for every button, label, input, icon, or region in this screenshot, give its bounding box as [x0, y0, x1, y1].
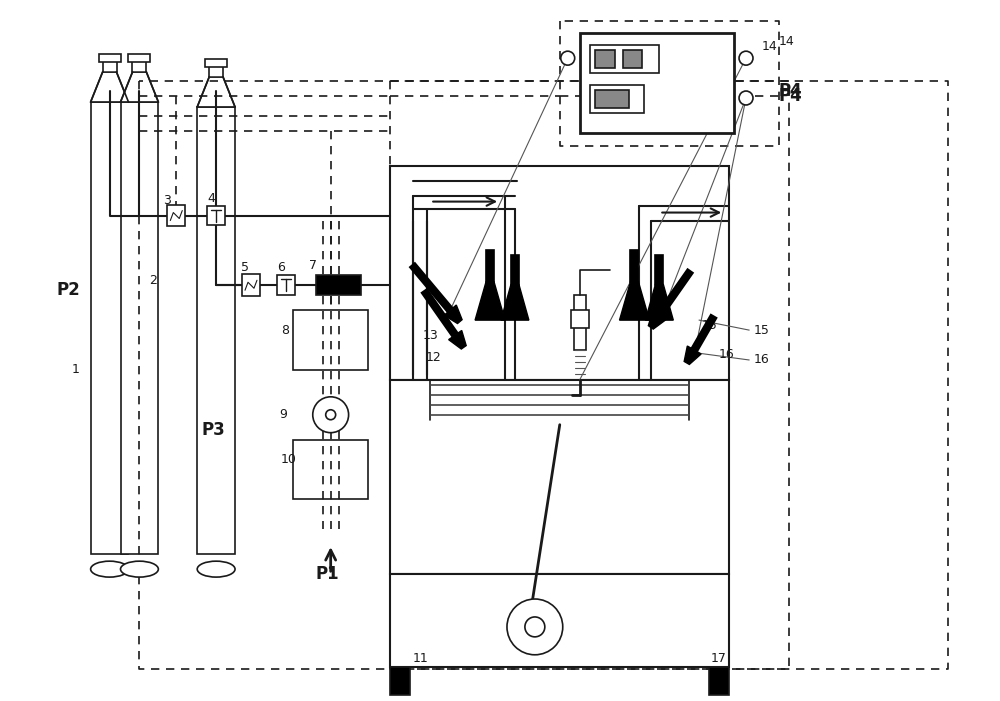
Bar [709, 667, 729, 695]
Bar [580, 33, 734, 133]
Circle shape [739, 51, 753, 65]
Circle shape [326, 410, 336, 420]
Circle shape [525, 617, 545, 637]
Bar [571, 310, 589, 328]
Bar [630, 250, 638, 282]
Bar [574, 295, 586, 350]
Polygon shape [501, 285, 529, 320]
Bar [128, 54, 150, 62]
Bar [316, 275, 361, 295]
Bar [205, 59, 227, 67]
Text: 15: 15 [701, 318, 717, 332]
Bar [595, 50, 615, 68]
Text: 3: 3 [163, 194, 171, 207]
Text: 13: 13 [422, 329, 438, 341]
Polygon shape [449, 330, 466, 349]
Ellipse shape [91, 562, 128, 577]
Bar [590, 46, 659, 73]
Polygon shape [444, 305, 462, 324]
Bar [91, 102, 128, 554]
Text: P1: P1 [316, 565, 339, 583]
Text: 11: 11 [412, 652, 428, 665]
Bar [242, 274, 260, 297]
Text: 15: 15 [754, 324, 770, 336]
Bar [197, 107, 235, 554]
Bar [390, 380, 729, 574]
Bar [390, 667, 410, 695]
Bar [121, 102, 158, 554]
Text: 6: 6 [277, 261, 285, 274]
Text: 8: 8 [281, 324, 289, 336]
Circle shape [507, 599, 563, 655]
Polygon shape [620, 282, 649, 320]
Text: 16: 16 [754, 353, 770, 367]
Circle shape [313, 397, 349, 433]
Bar [390, 165, 729, 380]
Bar [623, 50, 642, 68]
Polygon shape [121, 72, 158, 102]
Text: 16: 16 [719, 348, 735, 362]
Bar [207, 205, 225, 226]
Polygon shape [645, 285, 673, 320]
Text: P2: P2 [57, 281, 81, 299]
Text: P3: P3 [201, 421, 225, 439]
Text: 5: 5 [241, 261, 249, 274]
Circle shape [561, 51, 575, 65]
Bar [293, 310, 368, 370]
Polygon shape [684, 346, 701, 365]
Bar [277, 275, 295, 295]
Text: 2: 2 [149, 274, 157, 287]
Bar [486, 250, 494, 282]
Bar [655, 255, 663, 285]
Polygon shape [475, 282, 505, 320]
Bar [511, 255, 519, 285]
Circle shape [739, 91, 753, 105]
Text: 1: 1 [72, 363, 80, 376]
Text: P4: P4 [779, 82, 803, 100]
Text: 4: 4 [207, 192, 215, 205]
Text: 17: 17 [711, 652, 727, 665]
Text: 14: 14 [779, 35, 795, 48]
Text: 9: 9 [279, 408, 287, 421]
Text: P4: P4 [779, 87, 803, 105]
Bar [590, 85, 644, 113]
Bar [167, 205, 185, 226]
Text: 7: 7 [309, 259, 317, 272]
Text: 12: 12 [425, 351, 441, 365]
Bar [293, 440, 368, 499]
Polygon shape [91, 72, 128, 102]
Bar [390, 574, 729, 667]
Ellipse shape [121, 562, 158, 577]
Bar [595, 90, 629, 108]
Polygon shape [648, 311, 666, 329]
Ellipse shape [197, 562, 235, 577]
Polygon shape [197, 77, 235, 107]
Text: 10: 10 [281, 453, 297, 466]
Text: 14: 14 [762, 40, 778, 53]
Bar [99, 54, 121, 62]
